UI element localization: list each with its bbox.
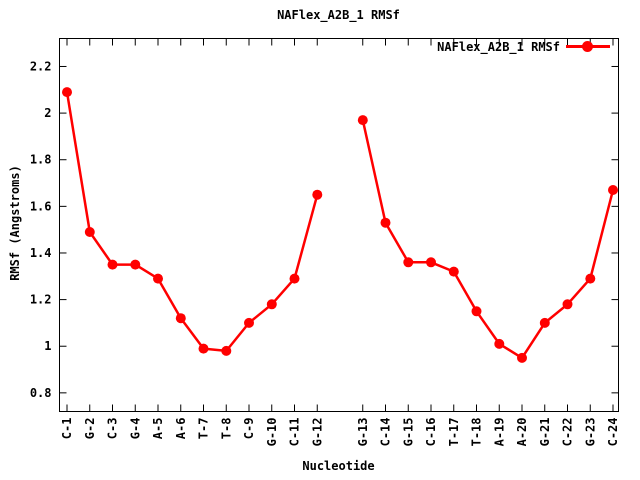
- series-line-segment-1: [65, 91, 319, 353]
- y-tick-label: 0.8: [30, 386, 52, 400]
- x-tick-label: C-1: [60, 418, 74, 440]
- data-point-T-17: [448, 266, 459, 277]
- data-point-C-24: [608, 185, 618, 195]
- x-tick-label: C-24: [606, 418, 620, 447]
- data-point-T-18: [471, 306, 482, 317]
- data-point-C-1: [62, 87, 72, 98]
- x-tick-label: G-15: [401, 418, 415, 447]
- data-point-A-6: [175, 313, 186, 324]
- data-point-G-12: [312, 189, 323, 200]
- data-point-G-2: [84, 227, 95, 237]
- data-point-G-15: [403, 257, 414, 268]
- data-point-G-13: [357, 115, 368, 126]
- x-tick-label: A-20: [515, 418, 529, 447]
- y-tick-label: 2.2: [30, 59, 52, 73]
- x-tick-label: T-18: [470, 418, 484, 447]
- x-tick-label: C-9: [242, 418, 256, 440]
- data-point-G-21: [539, 317, 550, 328]
- x-tick-label: T-7: [197, 418, 211, 440]
- plot-border: [59, 38, 619, 412]
- x-tick-label: G-10: [265, 418, 279, 447]
- y-tick-label: 1.6: [30, 199, 52, 213]
- y-axis-title: RMSf (Angstroms): [8, 165, 22, 281]
- x-tick-label: A-6: [174, 418, 188, 440]
- data-point-C-22: [562, 299, 573, 310]
- x-tick-label: G-23: [583, 418, 597, 447]
- data-point-G-23: [585, 273, 596, 284]
- legend-series-label: NAFlex_A2B_1 RMSf: [437, 40, 560, 54]
- x-tick-label: G-21: [538, 418, 552, 447]
- x-tick-label: T-8: [219, 418, 233, 440]
- data-point-A-20: [517, 352, 527, 363]
- x-tick-label: C-22: [561, 418, 575, 447]
- data-point-C-14: [380, 217, 391, 228]
- x-tick-label: G-4: [128, 418, 142, 440]
- data-point-C-16: [426, 257, 436, 268]
- series-line-segment-2: [361, 119, 615, 360]
- x-tick-label: G-2: [83, 418, 97, 440]
- data-point-C-3: [107, 259, 118, 270]
- legend-sample-marker-icon: [582, 41, 593, 52]
- y-tick-label: 1.8: [30, 153, 52, 167]
- x-tick-label: A-5: [151, 418, 165, 440]
- data-point-T-8: [221, 345, 232, 356]
- x-tick-label: C-16: [424, 418, 438, 447]
- data-point-T-7: [198, 343, 209, 354]
- x-tick-label: G-12: [310, 418, 324, 447]
- x-tick-label: C-3: [106, 418, 120, 440]
- x-tick-label: A-19: [492, 418, 506, 447]
- data-point-C-9: [244, 317, 254, 328]
- data-point-A-19: [494, 338, 505, 349]
- x-tick-label: T-17: [447, 418, 461, 447]
- x-tick-label: G-13: [356, 418, 370, 447]
- data-point-A-5: [153, 273, 163, 284]
- y-tick-label: 1: [44, 339, 51, 353]
- y-tick-label: 1.4: [30, 246, 52, 260]
- data-point-C-11: [289, 273, 300, 284]
- y-tick-label: 2: [44, 106, 51, 120]
- y-tick-label: 1.2: [30, 293, 52, 307]
- x-tick-label: C-14: [379, 418, 393, 447]
- data-point-G-10: [266, 299, 277, 310]
- x-axis-title: Nucleotide: [302, 459, 375, 473]
- data-point-G-4: [130, 259, 141, 270]
- chart-title: NAFlex_A2B_1 RMSf: [277, 8, 400, 22]
- x-tick-label: C-11: [288, 418, 302, 447]
